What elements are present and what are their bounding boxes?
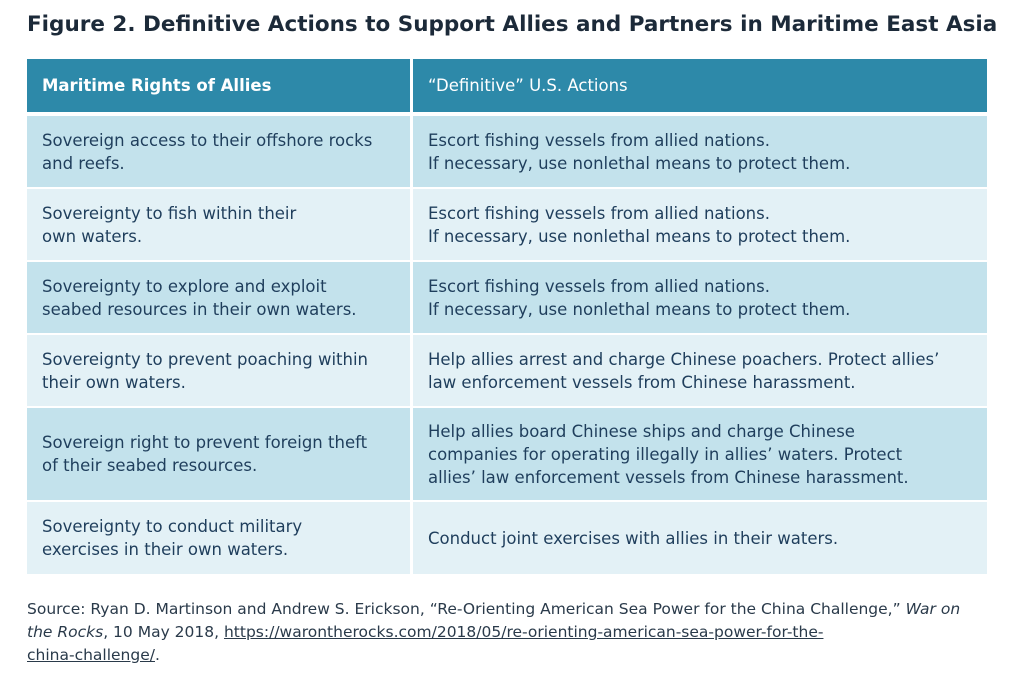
right-cell: Sovereignty to conduct military exercise…	[27, 502, 410, 574]
column-header-rights: Maritime Rights of Allies	[27, 59, 410, 112]
action-text-line: Help allies board Chinese ships and char…	[428, 421, 855, 441]
right-text-line: Sovereign right to prevent foreign theft	[42, 433, 368, 452]
table-row: Sovereignty to conduct military exercise…	[27, 502, 987, 574]
source-link[interactable]: https://warontherocks.com/2018/05/re-ori…	[27, 623, 824, 664]
action-cell: Escort fishing vessels from allied natio…	[413, 189, 987, 260]
column-header-actions: “Definitive” U.S. Actions	[413, 59, 987, 112]
table-row: Sovereign right to prevent foreign theft…	[27, 408, 987, 500]
table-row: Sovereign access to their offshore rocks…	[27, 116, 987, 187]
right-cell: Sovereign access to their offshore rocks…	[27, 116, 410, 187]
right-text-line: of their seabed resources.	[42, 456, 258, 475]
right-text-line: Sovereign access to their offshore rocks	[42, 130, 373, 150]
figure-title: Figure 2. Definitive Actions to Support …	[27, 12, 998, 37]
action-text-line: allies’ law enforcement vessels from Chi…	[428, 467, 909, 487]
action-text-line: If necessary, use nonlethal means to pro…	[428, 299, 851, 319]
actions-table: Maritime Rights of Allies “Definitive” U…	[27, 59, 987, 576]
right-text-line: own waters.	[42, 226, 143, 246]
source-suffix: .	[154, 646, 160, 664]
action-text-line: law enforcement vessels from Chinese har…	[428, 372, 856, 392]
action-cell: Escort fishing vessels from allied natio…	[413, 116, 987, 187]
right-cell: Sovereignty to prevent poaching within t…	[27, 335, 410, 406]
action-text-line: Help allies arrest and charge Chinese po…	[428, 349, 940, 369]
action-text-line: Conduct joint exercises with allies in t…	[428, 528, 839, 548]
right-cell: Sovereign right to prevent foreign theft…	[27, 408, 410, 500]
right-text-line: Sovereignty to fish within their	[42, 203, 297, 223]
right-text-line: seabed resources in their own waters.	[42, 299, 357, 319]
action-text-line: If necessary, use nonlethal means to pro…	[428, 226, 851, 246]
table-row: Sovereignty to explore and exploit seabe…	[27, 262, 987, 333]
publication-name: War on the Rocks	[27, 600, 961, 641]
right-text-line: Sovereignty to explore and exploit	[42, 276, 327, 296]
action-text-line: companies for operating illegally in all…	[428, 444, 903, 464]
right-text-line: Sovereignty to conduct military	[42, 517, 303, 536]
table-row: Sovereignty to prevent poaching within t…	[27, 335, 987, 406]
action-text-line: Escort fishing vessels from allied natio…	[428, 276, 770, 296]
action-cell: Help allies arrest and charge Chinese po…	[413, 335, 987, 406]
action-text-line: If necessary, use nonlethal means to pro…	[428, 153, 851, 173]
action-text-line: Escort fishing vessels from allied natio…	[428, 203, 770, 223]
table-header-row: Maritime Rights of Allies “Definitive” U…	[27, 59, 987, 112]
right-cell: Sovereignty to explore and exploit seabe…	[27, 262, 410, 333]
action-text-line: Escort fishing vessels from allied natio…	[428, 130, 770, 150]
right-text-line: and reefs.	[42, 153, 125, 173]
right-text-line: their own waters.	[42, 372, 186, 392]
action-cell: Conduct joint exercises with allies in t…	[413, 502, 987, 574]
right-text-line: Sovereignty to prevent poaching within	[42, 349, 369, 369]
source-text: Source: Ryan D. Martinson and Andrew S. …	[27, 600, 901, 618]
source-citation: Source: Ryan D. Martinson and Andrew S. …	[27, 598, 987, 667]
right-cell: Sovereignty to fish within their own wat…	[27, 189, 410, 260]
table-row: Sovereignty to fish within their own wat…	[27, 189, 987, 260]
action-cell: Help allies board Chinese ships and char…	[413, 408, 987, 500]
source-date: , 10 May 2018,	[103, 623, 224, 641]
right-text-line: exercises in their own waters.	[42, 540, 289, 559]
action-cell: Escort fishing vessels from allied natio…	[413, 262, 987, 333]
